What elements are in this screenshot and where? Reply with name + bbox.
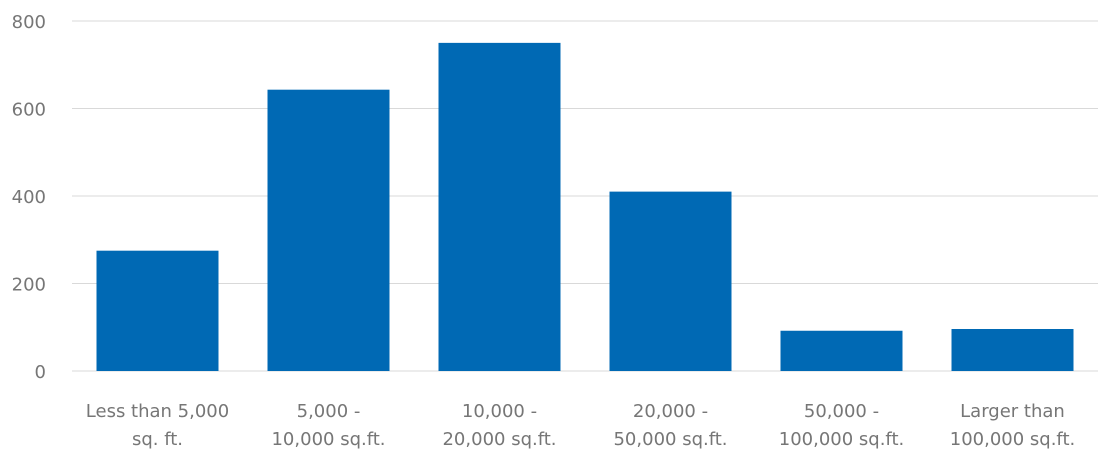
- y-tick-label: 200: [12, 275, 46, 296]
- bar-0: [96, 250, 219, 371]
- x-category-label: 10,000 sq.ft.: [271, 429, 385, 450]
- bar-5: [951, 329, 1074, 371]
- x-category-label: 5,000 -: [297, 401, 361, 422]
- bar-4: [780, 330, 903, 371]
- y-tick-label: 800: [12, 12, 46, 33]
- x-category-label: 20,000 sq.ft.: [442, 429, 556, 450]
- x-axis-category-labels: Less than 5,000 sq. ft. 5,000 - 10,000 sq.f…: [86, 401, 1075, 450]
- bar-1: [267, 89, 390, 371]
- x-category-label: 10,000 -: [462, 401, 537, 422]
- x-category-label: 20,000 -: [633, 401, 708, 422]
- bars: [96, 42, 1074, 371]
- x-category-label: Less than 5,000: [86, 401, 229, 422]
- y-axis-tick-labels: 0 200 400 600 800: [12, 12, 46, 383]
- y-tick-label: 400: [12, 187, 46, 208]
- x-category-label: 100,000 sq.ft.: [779, 429, 904, 450]
- x-category-label: 100,000 sq.ft.: [950, 429, 1075, 450]
- gridlines: [72, 20, 1098, 372]
- x-category-label: sq. ft.: [132, 429, 183, 450]
- bar-2: [438, 42, 561, 371]
- x-category-label: 50,000 sq.ft.: [613, 429, 727, 450]
- y-tick-label: 600: [12, 100, 46, 121]
- bar-3: [609, 191, 732, 371]
- x-category-label: Larger than: [960, 401, 1065, 422]
- x-category-label: 50,000 -: [804, 401, 879, 422]
- y-tick-label: 0: [35, 362, 46, 383]
